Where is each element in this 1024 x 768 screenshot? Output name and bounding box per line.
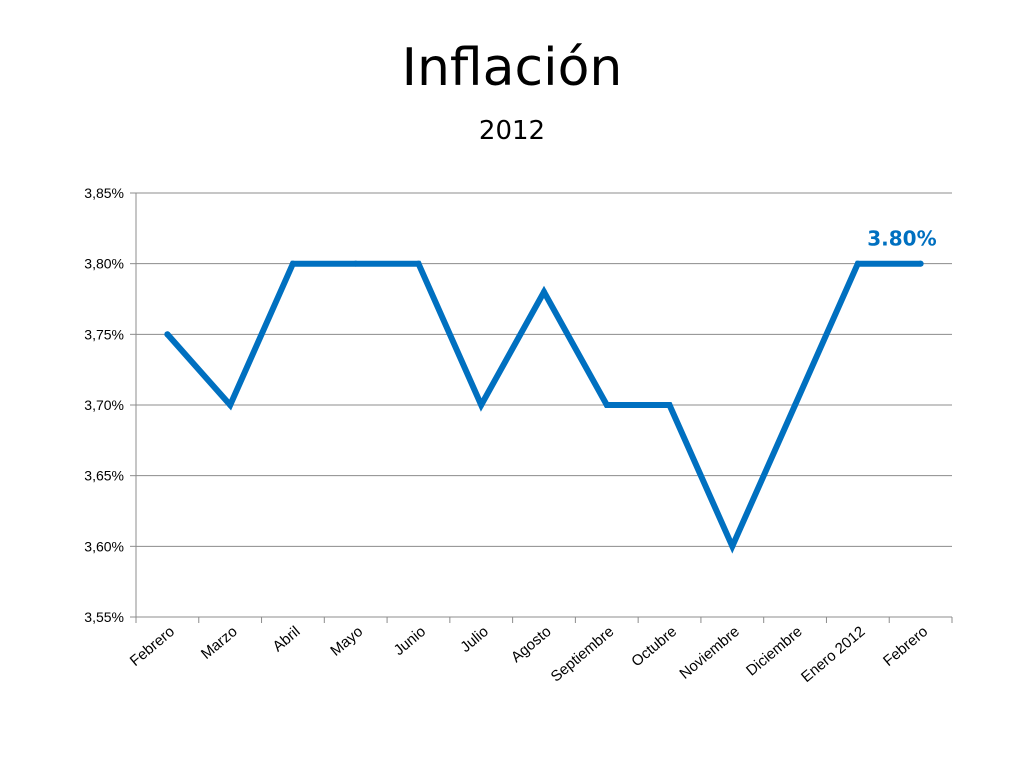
data-point: [478, 402, 485, 408]
x-axis-tick-labels: Febrero Marzo Abril Mayo Junio Julio AgostoSep…: [127, 623, 931, 686]
y-axis-tick-labels: 3,55% 3,60% 3,65% 3,70% 3,75% 3,80% 3,85%: [84, 185, 124, 625]
x-tick-label: Abril: [270, 623, 304, 655]
data-point: [541, 288, 547, 295]
y-tick-label: 3,70%: [84, 397, 124, 413]
x-tick-label: Mayo: [327, 623, 366, 660]
x-tick-label: Noviembre: [676, 623, 742, 683]
data-label: 3.80%: [867, 227, 936, 251]
x-tick-label: Octubre: [628, 623, 680, 670]
gridlines: [136, 192, 952, 547]
data-point: [917, 260, 924, 267]
data-point: [666, 402, 673, 408]
y-tick-label: 3,65%: [84, 468, 124, 484]
x-tick-label: Agosto: [508, 623, 555, 666]
data-point: [227, 402, 234, 408]
y-tick-label: 3,55%: [84, 609, 124, 625]
x-tick-label: Diciembre: [743, 623, 806, 679]
x-tick-label: Febrero: [880, 623, 931, 670]
data-point: [164, 331, 171, 338]
data-labels: 3.80%: [867, 227, 936, 251]
data-point: [792, 402, 799, 408]
data-point: [289, 260, 296, 267]
x-tick-label: Enero 2012: [798, 623, 868, 686]
y-tick-label: 3,80%: [84, 256, 124, 272]
slide-title: Inflación: [401, 38, 623, 98]
y-tick-label: 3,85%: [84, 185, 124, 201]
y-tick-label: 3,60%: [84, 538, 124, 554]
data-point: [415, 260, 422, 267]
data-point: [854, 260, 861, 267]
data-point: [603, 402, 610, 408]
axes: [130, 192, 953, 623]
x-tick-label: Marzo: [198, 623, 241, 663]
slide-subtitle: 2012: [478, 116, 546, 146]
x-tick-label: Junio: [391, 623, 429, 659]
series: [164, 260, 924, 554]
x-tick-label: Febrero: [127, 623, 178, 670]
data-point: [729, 543, 736, 550]
data-point: [352, 260, 359, 267]
y-tick-label: 3,75%: [84, 326, 124, 342]
x-tick-label: Septiembre: [548, 623, 618, 685]
x-tick-label: Julio: [457, 623, 492, 656]
